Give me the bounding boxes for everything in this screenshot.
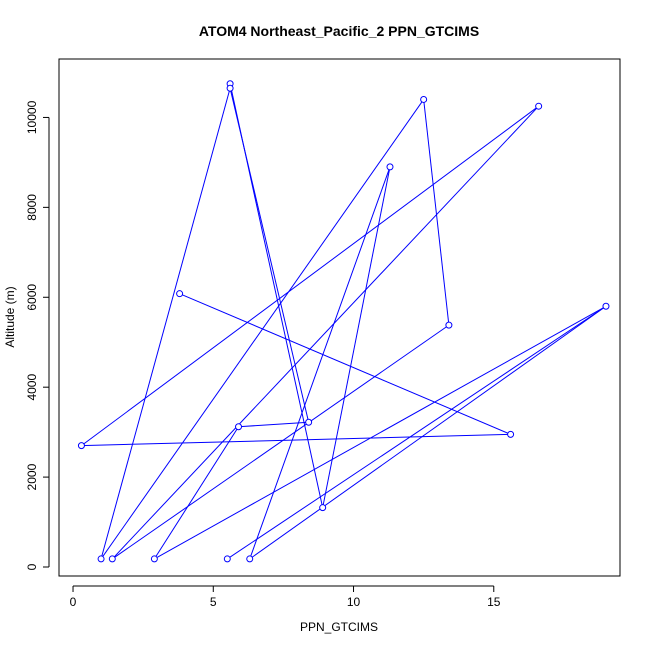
series-segment <box>229 88 310 423</box>
data-point <box>223 555 231 563</box>
data-point <box>305 418 313 426</box>
data-point <box>97 555 105 563</box>
series-segment <box>227 305 607 560</box>
series-segment <box>423 99 450 326</box>
series-segment <box>81 433 511 447</box>
series-segment <box>154 305 607 560</box>
y-tick-label: 8000 <box>25 194 39 221</box>
data-point <box>507 430 515 438</box>
data-point <box>176 290 184 298</box>
data-point <box>319 504 327 512</box>
y-tick-label: 0 <box>25 563 39 570</box>
x-tick-label: 0 <box>70 595 77 609</box>
y-axis-label: Altitude (m) <box>3 286 17 347</box>
x-tick-label: 15 <box>487 595 501 609</box>
data-point <box>150 555 158 563</box>
plot-frame <box>58 58 621 577</box>
y-tick-label: 6000 <box>25 284 39 311</box>
y-tick-label: 10000 <box>25 100 39 134</box>
data-point <box>386 163 394 171</box>
series-segment <box>322 166 391 508</box>
data-point <box>235 423 243 431</box>
x-axis: 0 5 10 15 <box>70 585 501 609</box>
series-points <box>77 80 610 563</box>
x-tick-label: 10 <box>347 595 361 609</box>
x-tick-label: 5 <box>210 595 217 609</box>
series-lines <box>81 83 607 560</box>
chart-title: ATOM4 Northeast_Pacific_2 PPN_GTCIMS <box>199 23 479 39</box>
series-segment <box>100 88 231 560</box>
series-segment <box>249 305 607 560</box>
data-point <box>77 442 85 450</box>
y-tick-label: 2000 <box>25 463 39 490</box>
data-point <box>108 555 116 563</box>
series-segment <box>111 105 540 560</box>
data-point <box>226 84 234 92</box>
series-segment <box>81 105 539 447</box>
data-point <box>445 321 453 329</box>
x-axis-label: PPN_GTCIMS <box>300 620 378 634</box>
data-point <box>535 102 543 110</box>
series-segment <box>249 166 391 560</box>
data-point <box>246 555 254 563</box>
series-segment <box>112 324 450 560</box>
series-segment <box>238 421 309 428</box>
data-point <box>602 302 610 310</box>
series-segment <box>179 293 511 435</box>
y-axis: 0 2000 4000 6000 8000 10000 <box>25 100 50 570</box>
y-tick-label: 4000 <box>25 374 39 401</box>
data-point <box>420 95 428 103</box>
series-segment <box>153 426 239 560</box>
